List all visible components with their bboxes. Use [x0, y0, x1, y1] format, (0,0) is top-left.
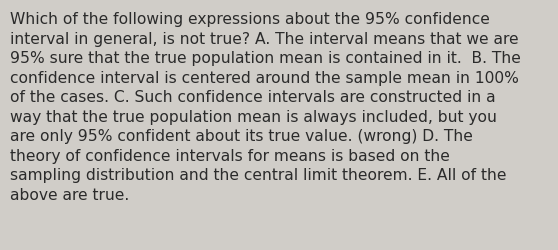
Text: Which of the following expressions about the 95% confidence
interval in general,: Which of the following expressions about… [10, 12, 521, 202]
